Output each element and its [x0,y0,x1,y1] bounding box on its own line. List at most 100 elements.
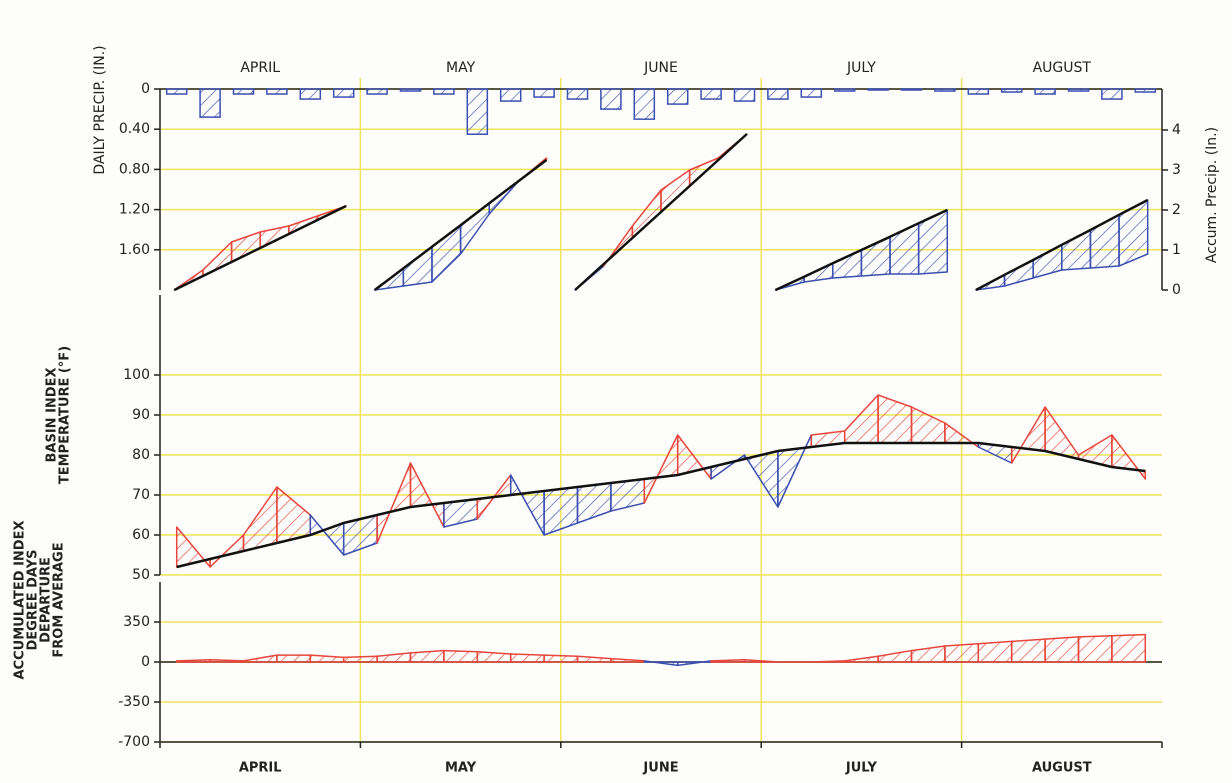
departure-area [843,655,879,663]
y-tick-label: 60 [132,527,150,543]
precip-bar [800,88,823,98]
precip-bar [566,88,589,100]
departure-area [910,406,946,444]
month-label-bottom: JUNE [642,761,678,776]
departure-area [376,652,412,663]
precip-bar [1101,88,1123,100]
precip-bar [232,88,255,95]
y-tick-label: 1.20 [119,202,150,218]
y-tick-label: 100 [123,367,150,383]
departure-area [576,482,612,524]
y-tick-label: 50 [132,567,150,583]
departure-area [543,654,579,663]
normal-line [975,198,1149,292]
precip-bar [666,88,689,105]
departure-area [710,658,746,663]
departure-area [576,655,612,663]
precip-bar [700,88,722,100]
month-label-top: JULY [846,60,876,76]
departure-area [1111,434,1147,480]
precip-bar [867,88,889,91]
departure-area [242,654,278,663]
y2-tick-label: 1 [1172,242,1181,258]
departure-area [843,394,879,444]
y-axis-label: ACCUMULATED INDEX [13,520,28,679]
departure-area [631,189,662,239]
departure-area [431,224,462,283]
departure-area [743,658,779,663]
normal-line [373,159,548,291]
departure-area [543,486,579,536]
departure-area [342,655,378,663]
y-axis-label: FROM AVERAGE [52,542,67,657]
month-label-bottom: MAY [445,761,477,776]
departure-area [944,642,980,663]
departure-area [610,478,646,512]
month-label-top: MAY [446,60,476,76]
precip-bar [165,88,188,95]
y-tick-label: -350 [118,694,150,710]
precip-bar [499,88,522,102]
month-label-bottom: AUGUST [1032,761,1092,776]
y-tick-label: 0.80 [119,161,150,177]
y-tick-label: 1.60 [119,242,150,258]
y-tick-label: 90 [132,407,150,423]
departure-area [777,434,813,508]
normal-line [574,133,748,291]
departure-area [610,657,646,663]
departure-area [910,645,946,663]
y-axis-label: DEGREE DAYS [26,549,41,650]
departure-area [832,249,863,279]
departure-area [409,649,445,663]
precip-bar [533,88,555,98]
y-axis-label: TEMPERATURE (°F) [58,346,73,484]
y-tick-label: 0 [141,81,150,97]
departure-area [376,462,412,544]
y-tick-label: -700 [118,734,150,750]
month-label-bottom: JULY [845,761,878,776]
departure-area [1077,634,1113,663]
departure-area [643,660,679,667]
precip-bar [934,88,956,92]
precip-bar [633,88,656,120]
month-label-top: JUNE [643,60,678,76]
departure-area [1044,636,1080,663]
departure-area [917,209,949,275]
y2-axis-label: Accum. Precip. (In.) [1204,127,1220,263]
departure-area [202,241,233,277]
departure-area [877,649,913,663]
normal-line [774,208,948,292]
departure-area [676,434,712,480]
departure-area [1111,633,1147,663]
departure-area [877,394,913,444]
departure-area [643,434,679,504]
departure-area [509,474,545,536]
precip-bar [332,88,355,98]
departure-area [230,231,261,263]
precip-bar [1000,88,1023,93]
y-tick-label: 80 [132,447,150,463]
month-label-top: AUGUST [1033,60,1092,76]
y2-tick-label: 3 [1172,162,1181,178]
normal-line [173,204,347,292]
departure-area [509,653,545,663]
normal-line [176,441,1146,569]
precip-bar [733,88,756,102]
precip-bar [199,88,221,118]
precip-bar [967,88,990,95]
departure-area [1010,638,1046,663]
precip-bar [600,88,622,110]
precip-bar [399,88,422,92]
y2-tick-label: 0 [1172,282,1181,298]
y-tick-label: 350 [123,614,150,630]
precip-bar [1067,88,1090,92]
precip-bar [366,88,388,95]
month-label-bottom: APRIL [239,761,282,776]
y-tick-label: 70 [132,487,150,503]
departure-area [476,650,512,663]
departure-area [459,202,490,255]
precip-bar [466,88,489,135]
precip-bar [433,88,455,95]
departure-area [175,658,211,663]
